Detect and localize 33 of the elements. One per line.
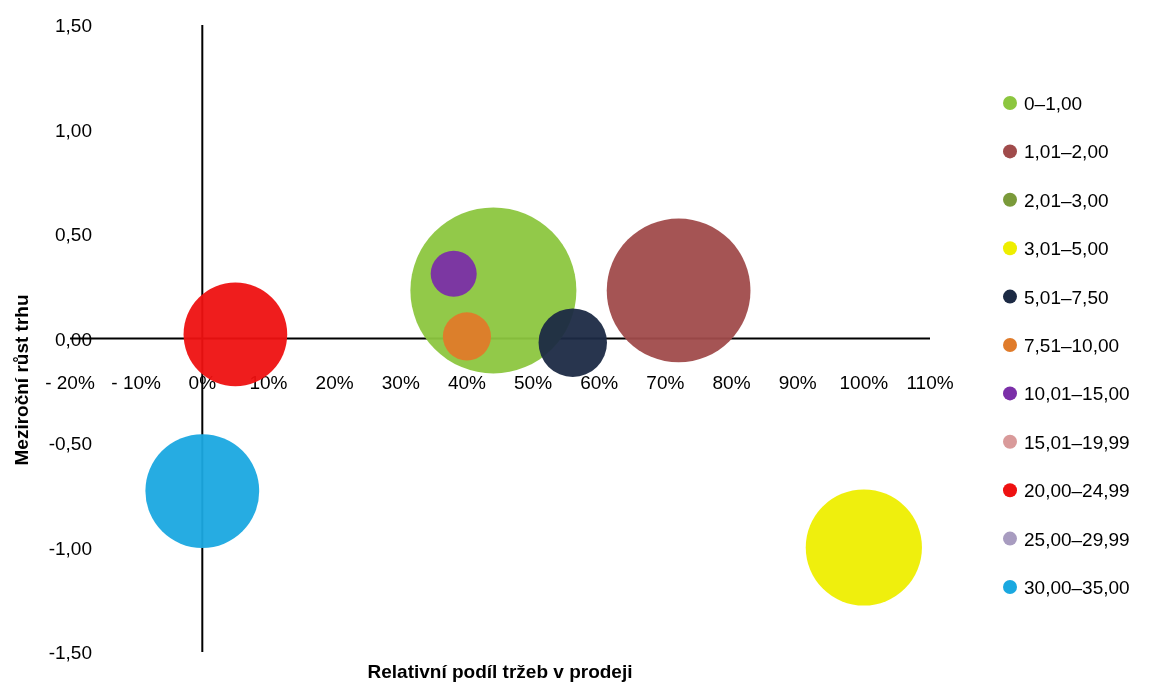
x-tick-label: 30% [381, 372, 420, 393]
x-tick-label: 100% [839, 372, 889, 393]
x-tick-label: - 10% [111, 372, 162, 393]
x-tick-label: 90% [778, 372, 817, 393]
legend-label: 30,00–35,00 [1024, 577, 1130, 598]
x-tick-label: 50% [514, 372, 553, 393]
y-tick-label: 0,00 [55, 328, 92, 350]
legend-label: 10,01–15,00 [1024, 383, 1130, 405]
y-tick-label: 1,50 [55, 15, 92, 36]
x-tick-label: 60% [580, 372, 619, 393]
legend-label: 2,01–3,00 [1024, 189, 1109, 211]
x-tick-label: 20% [315, 372, 354, 393]
legend-label: 0–1,00 [1024, 93, 1083, 114]
x-tick-label: 40% [447, 372, 487, 393]
y-tick-label: -0,50 [48, 433, 92, 454]
y-tick-label: -1,00 [48, 537, 92, 559]
x-axis-title: Relativní podíl tržeb v prodeji [367, 661, 633, 682]
legend-label: 5,01–7,50 [1024, 286, 1109, 308]
legend-label: 15,01–19,99 [1024, 431, 1130, 453]
y-tick-label: 1,00 [55, 119, 92, 141]
x-tick-label: 10% [249, 372, 288, 393]
y-tick-label: -1,50 [48, 642, 92, 663]
x-tick-label: 70% [646, 372, 685, 393]
x-tick-label: - 20% [45, 372, 95, 393]
x-tick-label: 80% [712, 372, 751, 393]
legend-label: 3,01–5,00 [1024, 238, 1109, 260]
y-axis-title: Meziroční růst trhu [11, 294, 32, 466]
x-tick-label: 110% [906, 372, 954, 393]
legend-label: 1,01–2,00 [1024, 141, 1109, 163]
legend-label: 20,00–24,99 [1024, 480, 1130, 502]
legend-label: 7,51–10,00 [1024, 335, 1120, 356]
legend-label: 25,00–29,99 [1024, 528, 1130, 550]
y-tick-label: 0,50 [55, 224, 92, 245]
